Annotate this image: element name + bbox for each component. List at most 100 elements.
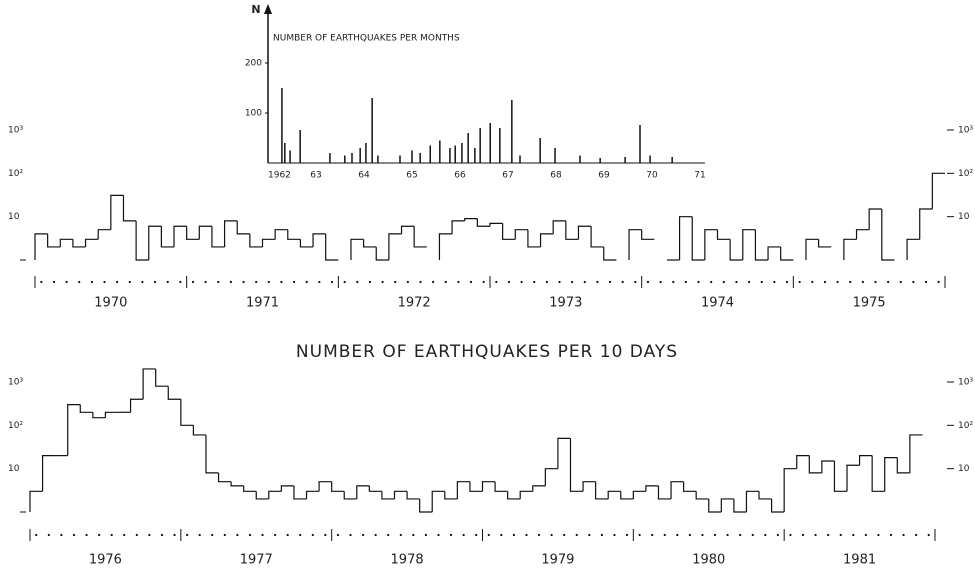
month-dot — [512, 533, 516, 537]
month-dot — [764, 533, 767, 537]
month-dot — [223, 533, 226, 537]
x-tick-label: 1978 — [391, 553, 424, 568]
month-dot — [621, 280, 624, 284]
step — [544, 468, 558, 486]
month-dot — [571, 280, 574, 284]
month-dot — [217, 280, 220, 284]
step — [595, 481, 609, 500]
month-dot — [613, 533, 616, 537]
month-dot — [299, 533, 302, 537]
month-dot — [558, 280, 561, 284]
step — [393, 490, 408, 499]
x-tick-label: 1971 — [246, 296, 279, 311]
step — [41, 455, 56, 492]
month-dot — [128, 280, 131, 284]
step — [198, 225, 212, 240]
month-dot — [374, 533, 377, 537]
month-dot — [103, 280, 106, 284]
month-dot — [852, 533, 855, 537]
step — [104, 411, 118, 418]
step — [469, 481, 483, 492]
step — [733, 498, 747, 513]
month-dot — [35, 533, 38, 537]
month-dot — [286, 533, 289, 537]
month-dot — [915, 533, 918, 537]
step — [419, 498, 433, 513]
month-dot — [937, 280, 940, 284]
month-dot — [676, 533, 679, 537]
step — [142, 368, 156, 400]
y-tick-label: 10³ — [8, 126, 23, 136]
step — [532, 485, 546, 492]
step — [92, 412, 106, 419]
step — [375, 246, 389, 261]
month-dot — [52, 280, 56, 284]
month-dot — [361, 533, 365, 537]
month-dot — [563, 533, 566, 537]
month-dot — [814, 533, 817, 537]
y-tick-label: 10 — [8, 464, 20, 474]
month-dot — [274, 533, 277, 537]
y-tick-label: 100 — [245, 109, 262, 119]
month-dot — [697, 280, 700, 284]
x-tick-label: 70 — [646, 171, 658, 181]
month-dot — [198, 533, 201, 537]
y2-tick-label: 10 — [958, 212, 970, 222]
y-tick-label: 10 — [8, 212, 20, 222]
step — [896, 457, 910, 474]
month-dot — [672, 280, 675, 284]
step — [368, 485, 382, 492]
month-dot — [292, 280, 296, 284]
step — [47, 233, 61, 248]
step — [783, 468, 797, 512]
month-dot — [399, 533, 402, 537]
y2-tick-label: 10 — [958, 464, 970, 474]
month-dot — [419, 280, 422, 284]
step — [603, 246, 617, 261]
step — [708, 498, 722, 513]
month-dot — [701, 533, 704, 537]
month-dot — [646, 280, 650, 284]
month-dot — [520, 280, 523, 284]
month-dot — [836, 280, 839, 284]
month-dot — [248, 533, 252, 537]
step — [388, 233, 402, 260]
month-dot — [444, 280, 447, 284]
month-dot — [849, 280, 852, 284]
step — [167, 386, 181, 400]
month-dot — [760, 280, 763, 284]
x-tick-label: 1974 — [701, 296, 734, 311]
step — [884, 457, 898, 492]
step — [691, 216, 705, 261]
step — [67, 404, 81, 456]
month-dot — [47, 533, 50, 537]
y2-tick-label: 10² — [958, 169, 973, 179]
step — [858, 455, 873, 466]
month-dot — [773, 280, 776, 284]
month-dot — [861, 280, 864, 284]
step — [628, 229, 642, 260]
month-dot — [387, 533, 390, 537]
step — [255, 491, 269, 500]
month-dot — [394, 280, 397, 284]
month-dot — [713, 533, 717, 537]
month-dot — [625, 533, 629, 537]
month-dot — [98, 533, 101, 537]
step — [919, 208, 933, 240]
month-dot — [90, 280, 93, 284]
step — [192, 425, 206, 436]
month-dot — [236, 533, 239, 537]
month-dot — [864, 533, 867, 537]
step — [249, 233, 263, 248]
step — [464, 218, 478, 221]
step — [582, 481, 596, 492]
month-dot — [839, 533, 842, 537]
step — [217, 472, 232, 483]
month-dot — [537, 533, 541, 537]
step — [155, 368, 169, 387]
step — [770, 498, 785, 513]
month-dot — [525, 533, 528, 537]
month-dot — [40, 280, 43, 284]
x-tick-label: 64 — [358, 171, 370, 181]
month-dot — [242, 280, 245, 284]
